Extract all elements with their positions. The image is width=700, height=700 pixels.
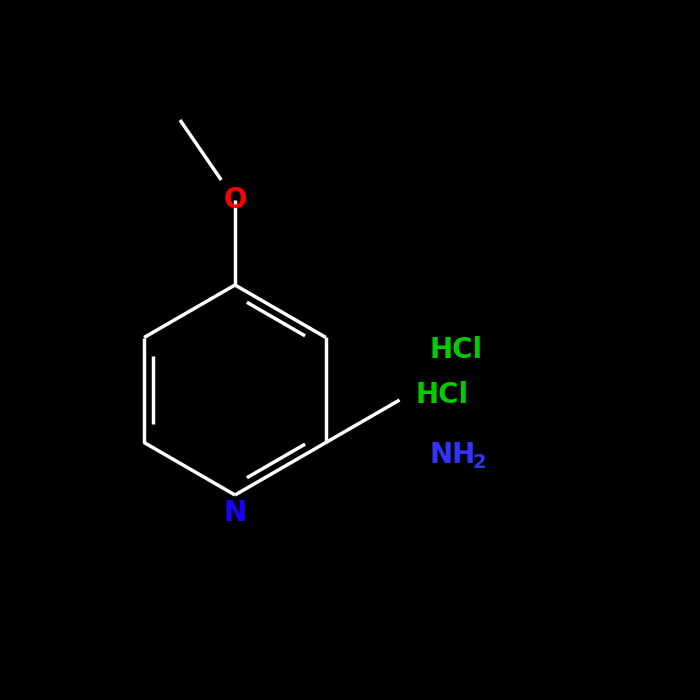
Text: O: O: [223, 186, 246, 214]
Text: N: N: [223, 499, 246, 527]
Text: 2: 2: [472, 454, 486, 473]
Text: NH: NH: [430, 441, 476, 469]
Text: HCl: HCl: [415, 381, 468, 409]
Text: HCl: HCl: [430, 336, 483, 364]
